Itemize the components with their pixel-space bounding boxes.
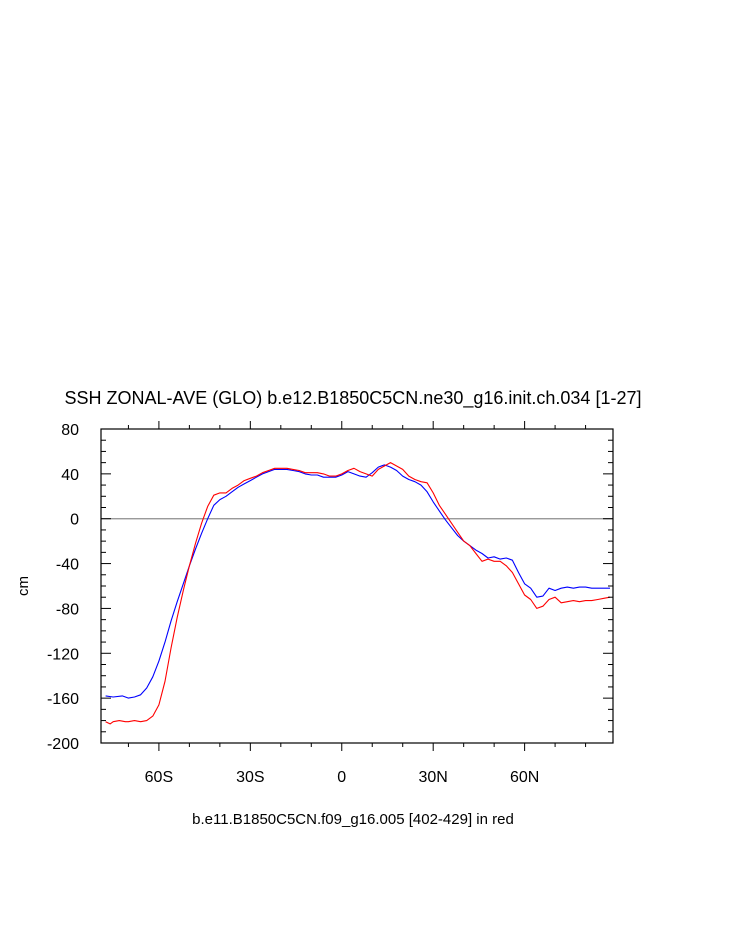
x-tick-label: 30S <box>236 769 264 786</box>
x-tick-label: 0 <box>337 769 346 786</box>
plot-frame <box>100 428 614 744</box>
y-tick-label: -80 <box>56 601 79 618</box>
chart-caption: b.e11.B1850C5CN.f09_g16.005 [402-429] in… <box>192 811 514 828</box>
y-tick-label: 0 <box>70 512 79 529</box>
y-tick-label: 40 <box>61 467 79 484</box>
x-tick-label: 60N <box>510 769 539 786</box>
x-tick-label: 60S <box>145 769 173 786</box>
y-tick-label: -40 <box>56 557 79 574</box>
y-tick-label: -200 <box>47 736 79 753</box>
y-tick-label: 80 <box>61 422 79 439</box>
x-tick-label: 30N <box>419 769 448 786</box>
series-line-blue <box>105 464 610 699</box>
y-axis-label: cm <box>15 576 32 596</box>
plot-area: 80 40 0 -40 -80 -120 -160 -200 60S 30S 0 30N 60N <box>47 421 614 786</box>
y-tick-label: -120 <box>47 646 79 663</box>
series-line-red <box>105 462 611 725</box>
y-tick-label: -160 <box>47 691 79 708</box>
chart-title: SSH ZONAL-AVE (GLO) b.e12.B1850C5CN.ne30… <box>65 388 642 409</box>
